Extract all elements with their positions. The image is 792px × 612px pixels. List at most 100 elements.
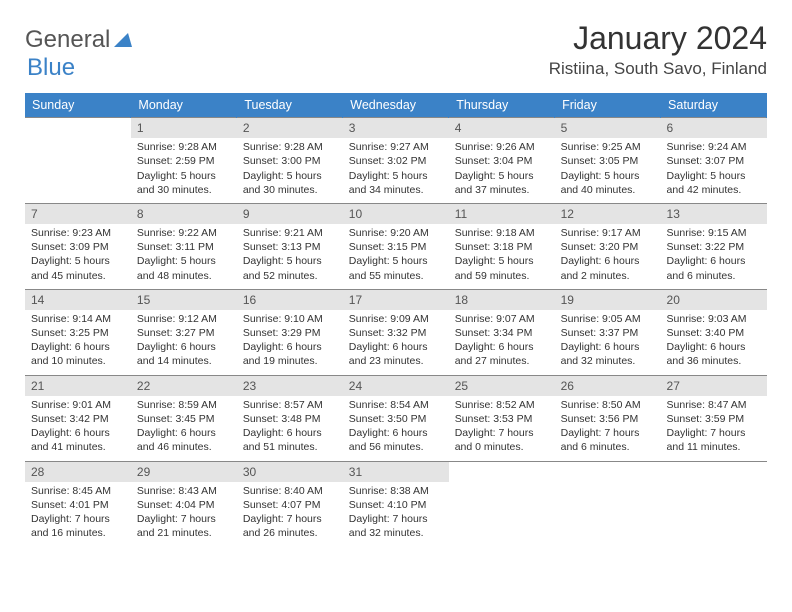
sunrise-line: Sunrise: 9:21 AM — [243, 226, 337, 240]
sunset-line: Sunset: 3:15 PM — [349, 240, 443, 254]
daylight-line: Daylight: 6 hours and 46 minutes. — [137, 426, 231, 454]
header: General January 2024 Ristiina, South Sav… — [25, 20, 767, 79]
calendar-day: 29Sunrise: 8:43 AMSunset: 4:04 PMDayligh… — [131, 461, 237, 546]
sunset-line: Sunset: 3:25 PM — [31, 326, 125, 340]
sunset-line: Sunset: 3:22 PM — [667, 240, 761, 254]
logo-blue: Blue — [27, 54, 75, 82]
day-number: 4 — [449, 118, 555, 138]
calendar-day: 9Sunrise: 9:21 AMSunset: 3:13 PMDaylight… — [237, 203, 343, 289]
sunrise-line: Sunrise: 9:18 AM — [455, 226, 549, 240]
daylight-line: Daylight: 6 hours and 6 minutes. — [667, 254, 761, 282]
daylight-line: Daylight: 7 hours and 26 minutes. — [243, 512, 337, 540]
sunset-line: Sunset: 3:53 PM — [455, 412, 549, 426]
day-number: 26 — [555, 376, 661, 396]
sunrise-line: Sunrise: 8:43 AM — [137, 484, 231, 498]
sunset-line: Sunset: 4:04 PM — [137, 498, 231, 512]
calendar-day: 7Sunrise: 9:23 AMSunset: 3:09 PMDaylight… — [25, 203, 131, 289]
sunset-line: Sunset: 3:45 PM — [137, 412, 231, 426]
day-header-friday: Friday — [555, 93, 661, 118]
sunset-line: Sunset: 3:13 PM — [243, 240, 337, 254]
calendar-day: 17Sunrise: 9:09 AMSunset: 3:32 PMDayligh… — [343, 289, 449, 375]
calendar-day: 6Sunrise: 9:24 AMSunset: 3:07 PMDaylight… — [661, 118, 767, 204]
sunset-line: Sunset: 3:50 PM — [349, 412, 443, 426]
day-number: 12 — [555, 204, 661, 224]
sunrise-line: Sunrise: 9:28 AM — [243, 140, 337, 154]
sunset-line: Sunset: 3:56 PM — [561, 412, 655, 426]
sunrise-line: Sunrise: 9:12 AM — [137, 312, 231, 326]
sunrise-line: Sunrise: 9:23 AM — [31, 226, 125, 240]
calendar-day: 24Sunrise: 8:54 AMSunset: 3:50 PMDayligh… — [343, 375, 449, 461]
daylight-line: Daylight: 5 hours and 45 minutes. — [31, 254, 125, 282]
sunrise-line: Sunrise: 9:15 AM — [667, 226, 761, 240]
sunrise-line: Sunrise: 8:45 AM — [31, 484, 125, 498]
daylight-line: Daylight: 5 hours and 55 minutes. — [349, 254, 443, 282]
sunrise-line: Sunrise: 9:26 AM — [455, 140, 549, 154]
calendar-week: 7Sunrise: 9:23 AMSunset: 3:09 PMDaylight… — [25, 203, 767, 289]
sunset-line: Sunset: 3:29 PM — [243, 326, 337, 340]
day-header-wednesday: Wednesday — [343, 93, 449, 118]
daylight-line: Daylight: 5 hours and 40 minutes. — [561, 169, 655, 197]
sunset-line: Sunset: 4:10 PM — [349, 498, 443, 512]
calendar-day: 8Sunrise: 9:22 AMSunset: 3:11 PMDaylight… — [131, 203, 237, 289]
sunset-line: Sunset: 3:42 PM — [31, 412, 125, 426]
calendar-day: 25Sunrise: 8:52 AMSunset: 3:53 PMDayligh… — [449, 375, 555, 461]
daylight-line: Daylight: 6 hours and 51 minutes. — [243, 426, 337, 454]
sunset-line: Sunset: 3:00 PM — [243, 154, 337, 168]
day-number: 5 — [555, 118, 661, 138]
day-number: 6 — [661, 118, 767, 138]
calendar-day: 15Sunrise: 9:12 AMSunset: 3:27 PMDayligh… — [131, 289, 237, 375]
sunrise-line: Sunrise: 8:50 AM — [561, 398, 655, 412]
day-number: 31 — [343, 462, 449, 482]
sunset-line: Sunset: 3:40 PM — [667, 326, 761, 340]
calendar-day: 16Sunrise: 9:10 AMSunset: 3:29 PMDayligh… — [237, 289, 343, 375]
day-number: 25 — [449, 376, 555, 396]
day-number: 17 — [343, 290, 449, 310]
daylight-line: Daylight: 5 hours and 52 minutes. — [243, 254, 337, 282]
day-number: 2 — [237, 118, 343, 138]
calendar-day: 12Sunrise: 9:17 AMSunset: 3:20 PMDayligh… — [555, 203, 661, 289]
day-number: 3 — [343, 118, 449, 138]
sunset-line: Sunset: 4:01 PM — [31, 498, 125, 512]
daylight-line: Daylight: 6 hours and 36 minutes. — [667, 340, 761, 368]
calendar-day: 31Sunrise: 8:38 AMSunset: 4:10 PMDayligh… — [343, 461, 449, 546]
logo-triangle-icon — [114, 33, 132, 47]
daylight-line: Daylight: 5 hours and 37 minutes. — [455, 169, 549, 197]
day-header-sunday: Sunday — [25, 93, 131, 118]
calendar-day: 4 Sunrise: 9:26 AMSunset: 3:04 PMDaylight… — [449, 118, 555, 204]
day-number: 10 — [343, 204, 449, 224]
sunset-line: Sunset: 3:48 PM — [243, 412, 337, 426]
day-number: 27 — [661, 376, 767, 396]
sunrise-line: Sunrise: 9:22 AM — [137, 226, 231, 240]
calendar-week: 21Sunrise: 9:01 AMSunset: 3:42 PMDayligh… — [25, 375, 767, 461]
logo-text-blue: Blue — [27, 54, 75, 82]
day-number: 23 — [237, 376, 343, 396]
sunset-line: Sunset: 2:59 PM — [137, 154, 231, 168]
day-number: 11 — [449, 204, 555, 224]
sunset-line: Sunset: 3:09 PM — [31, 240, 125, 254]
daylight-line: Daylight: 5 hours and 30 minutes. — [243, 169, 337, 197]
sunset-line: Sunset: 3:05 PM — [561, 154, 655, 168]
day-number: 15 — [131, 290, 237, 310]
calendar-day: 27Sunrise: 8:47 AMSunset: 3:59 PMDayligh… — [661, 375, 767, 461]
daylight-line: Daylight: 6 hours and 19 minutes. — [243, 340, 337, 368]
calendar-day-empty — [555, 461, 661, 546]
sunset-line: Sunset: 3:04 PM — [455, 154, 549, 168]
daylight-line: Daylight: 7 hours and 32 minutes. — [349, 512, 443, 540]
calendar-day: 22Sunrise: 8:59 AMSunset: 3:45 PMDayligh… — [131, 375, 237, 461]
calendar-day: 19Sunrise: 9:05 AMSunset: 3:37 PMDayligh… — [555, 289, 661, 375]
day-number: 29 — [131, 462, 237, 482]
sunrise-line: Sunrise: 9:17 AM — [561, 226, 655, 240]
calendar-day: 21Sunrise: 9:01 AMSunset: 3:42 PMDayligh… — [25, 375, 131, 461]
calendar-day: 28Sunrise: 8:45 AMSunset: 4:01 PMDayligh… — [25, 461, 131, 546]
daylight-line: Daylight: 7 hours and 0 minutes. — [455, 426, 549, 454]
day-header-thursday: Thursday — [449, 93, 555, 118]
sunset-line: Sunset: 3:07 PM — [667, 154, 761, 168]
sunrise-line: Sunrise: 9:07 AM — [455, 312, 549, 326]
day-number: 1 — [131, 118, 237, 138]
sunrise-line: Sunrise: 9:05 AM — [561, 312, 655, 326]
calendar-day: 23Sunrise: 8:57 AMSunset: 3:48 PMDayligh… — [237, 375, 343, 461]
sunrise-line: Sunrise: 9:10 AM — [243, 312, 337, 326]
sunrise-line: Sunrise: 9:09 AM — [349, 312, 443, 326]
sunrise-line: Sunrise: 9:14 AM — [31, 312, 125, 326]
day-number: 24 — [343, 376, 449, 396]
